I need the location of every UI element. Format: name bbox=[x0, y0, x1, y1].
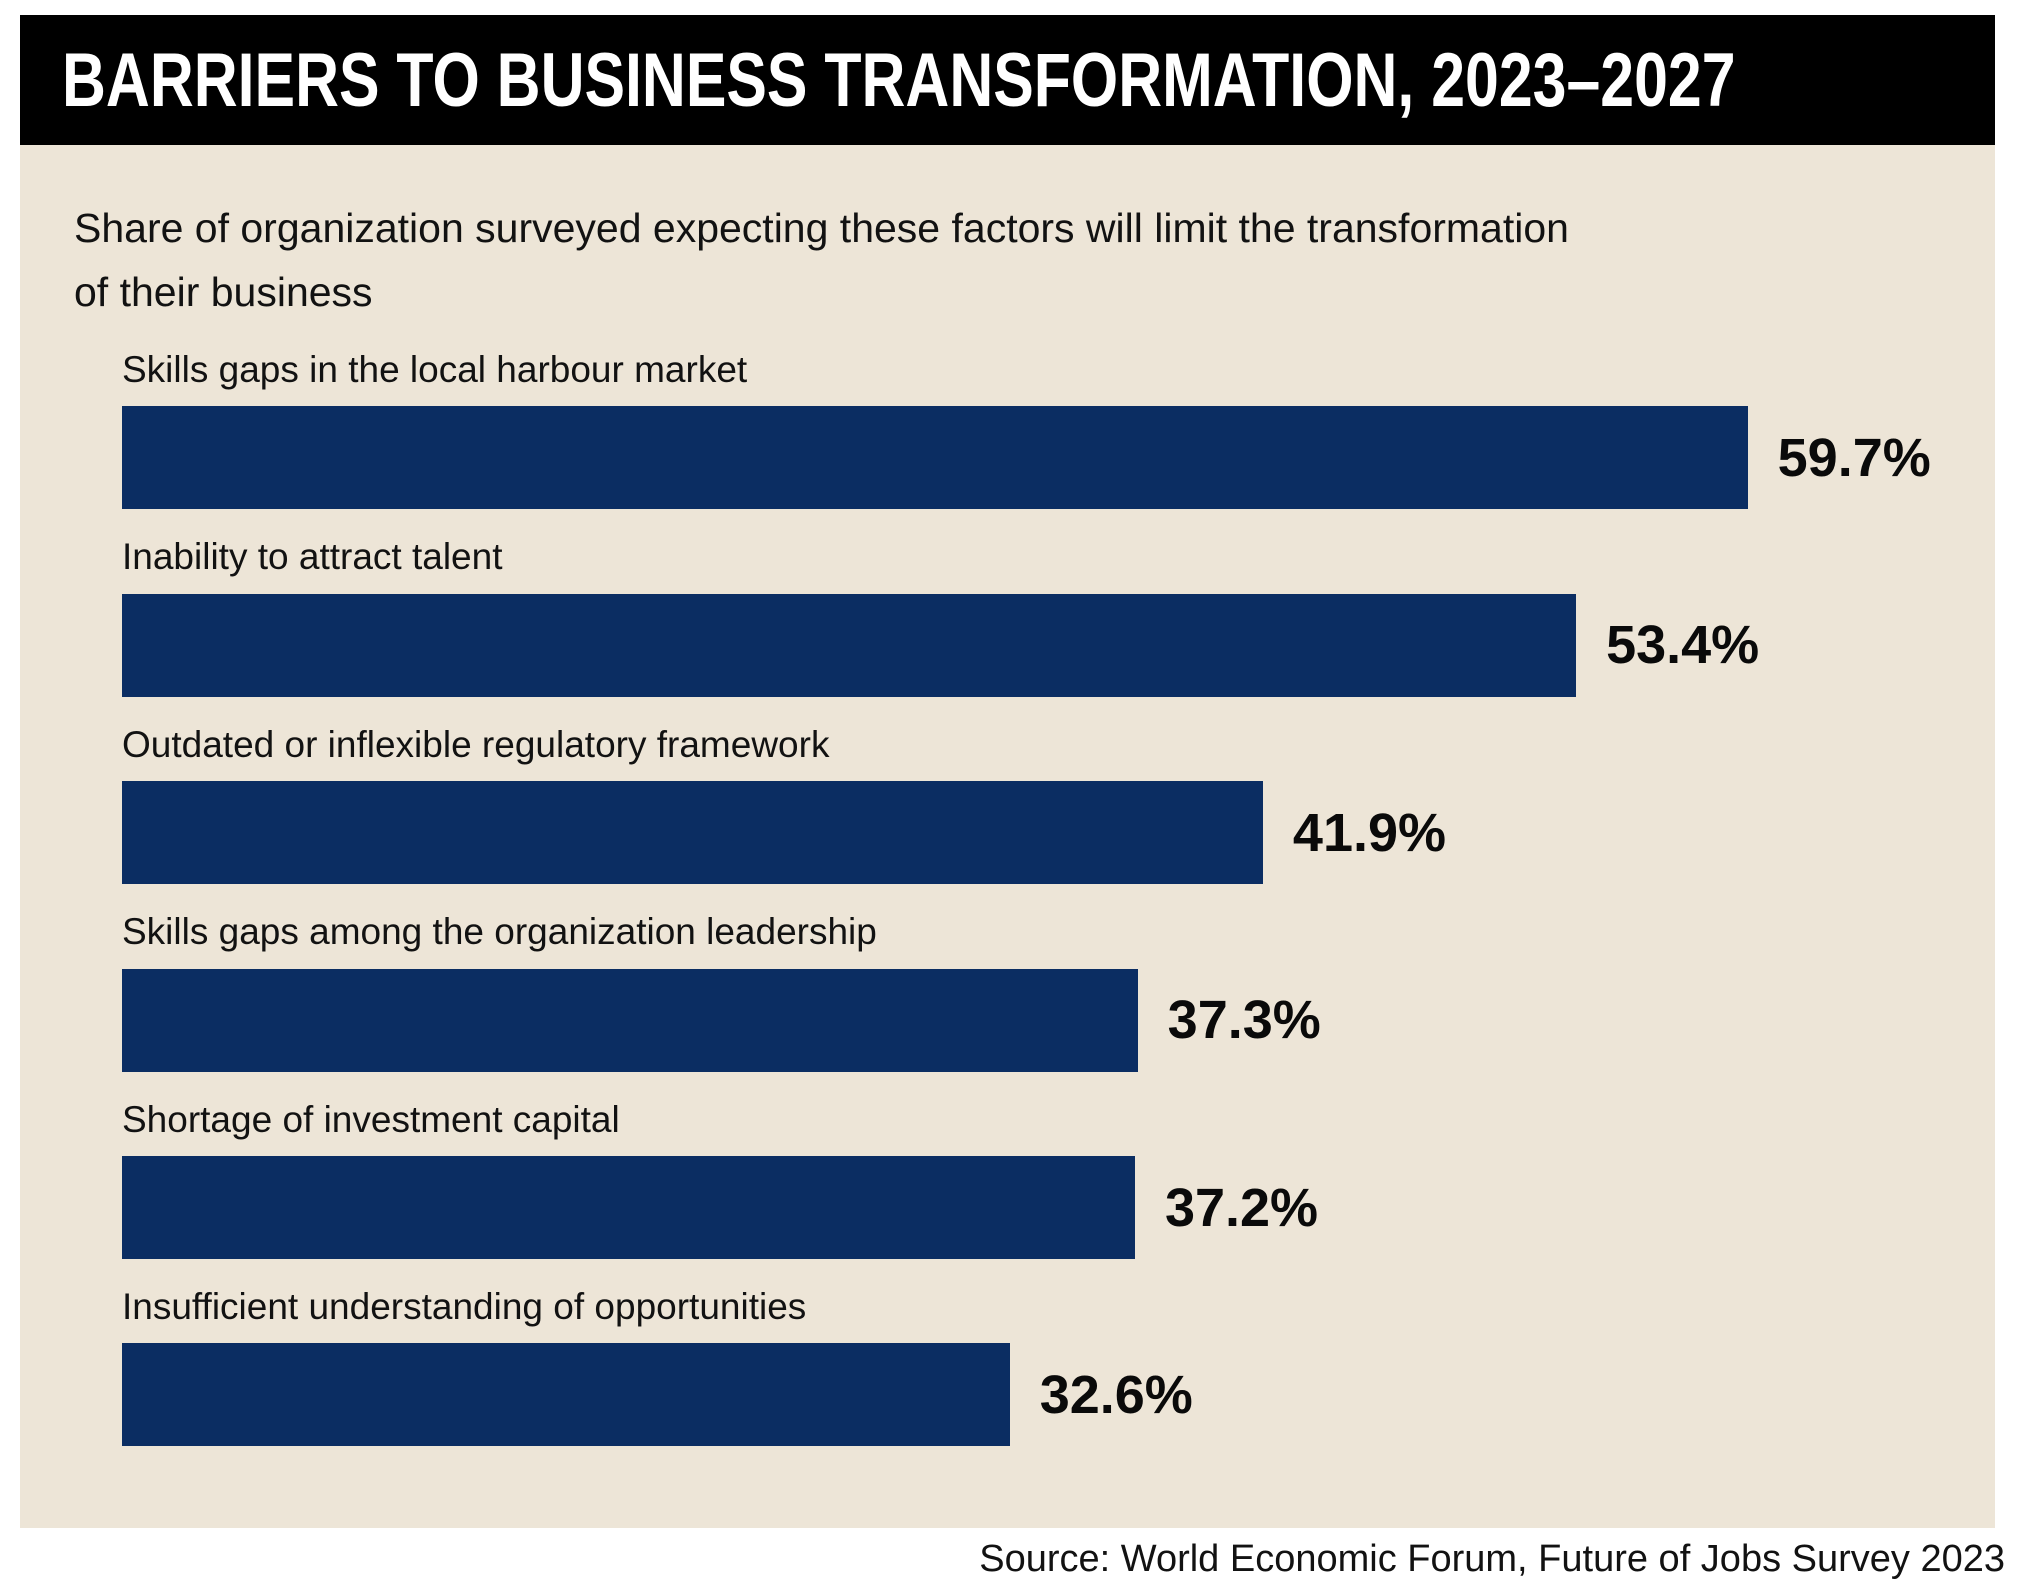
subtitle-line-1: Share of organization surveyed expecting… bbox=[74, 205, 1569, 251]
bar bbox=[122, 968, 1138, 1072]
bar-row: Insufficient understanding of opportunit… bbox=[122, 1285, 1995, 1447]
bar-label: Outdated or inflexible regulatory framew… bbox=[122, 723, 830, 765]
bar-label: Shortage of investment capital bbox=[122, 1098, 620, 1140]
bar-label: Inability to attract talent bbox=[122, 536, 503, 578]
bar-chart: Skills gaps in the local harbour market … bbox=[20, 348, 1995, 1447]
bar-value: 32.6% bbox=[1039, 1364, 1193, 1425]
subtitle-line-2: of their business bbox=[74, 268, 373, 315]
source-note: Source: World Economic Forum, Future of … bbox=[979, 1538, 2005, 1580]
bar-row: Outdated or inflexible regulatory framew… bbox=[122, 723, 1995, 885]
bar bbox=[122, 1156, 1135, 1260]
bar bbox=[122, 406, 1748, 510]
bar-row: Shortage of investment capital 37.2% bbox=[122, 1098, 1995, 1260]
bar-line: 32.6% bbox=[122, 1343, 1995, 1447]
chart-subtitle: Share of organization surveyed expecting… bbox=[74, 197, 1995, 324]
bar bbox=[122, 593, 1577, 697]
page-title: BARRIERS TO BUSINESS TRANSFORMATION, 202… bbox=[62, 37, 1736, 123]
bar-value: 37.3% bbox=[1167, 990, 1321, 1051]
bar-value: 59.7% bbox=[1777, 427, 1931, 488]
bar-line: 53.4% bbox=[122, 593, 1995, 697]
title-bar: BARRIERS TO BUSINESS TRANSFORMATION, 202… bbox=[20, 15, 1995, 145]
bar-label: Skills gaps among the organization leade… bbox=[122, 911, 877, 953]
bar-value: 37.2% bbox=[1164, 1177, 1319, 1238]
bar-value: 41.9% bbox=[1292, 802, 1447, 863]
bar-row: Skills gaps in the local harbour market … bbox=[122, 348, 1995, 510]
bar-line: 41.9% bbox=[122, 781, 1995, 885]
bar bbox=[122, 1343, 1010, 1447]
bar bbox=[122, 781, 1263, 885]
bar-line: 37.3% bbox=[122, 968, 1995, 1072]
bar-line: 59.7% bbox=[122, 406, 1995, 510]
bar-row: Inability to attract talent 53.4% bbox=[122, 535, 1995, 697]
bar-value: 53.4% bbox=[1606, 615, 1760, 676]
bar-label: Skills gaps in the local harbour market bbox=[122, 349, 748, 391]
bar-label: Insufficient understanding of opportunit… bbox=[122, 1286, 807, 1328]
bar-row: Skills gaps among the organization leade… bbox=[122, 910, 1995, 1072]
bar-line: 37.2% bbox=[122, 1156, 1995, 1260]
chart-panel: BARRIERS TO BUSINESS TRANSFORMATION, 202… bbox=[20, 15, 1995, 1528]
